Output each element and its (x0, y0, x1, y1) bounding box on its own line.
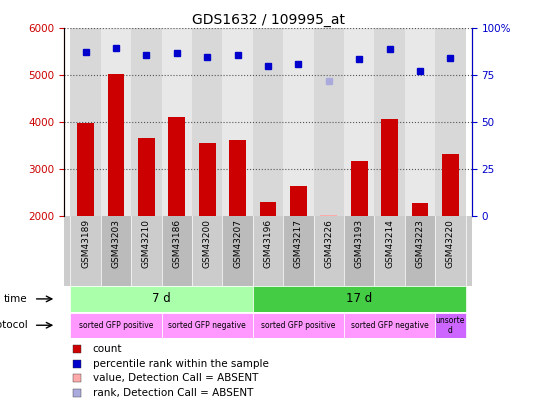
Text: GSM43226: GSM43226 (324, 219, 333, 268)
Bar (344, 215, 375, 286)
Text: GSM43203: GSM43203 (111, 219, 121, 268)
Bar (161, 313, 253, 338)
Bar (314, 28, 344, 215)
Bar (101, 215, 131, 286)
Bar (351, 161, 368, 215)
Title: GDS1632 / 109995_at: GDS1632 / 109995_at (191, 13, 345, 27)
Bar (435, 28, 466, 215)
Text: GSM43217: GSM43217 (294, 219, 303, 268)
Bar (314, 215, 344, 286)
Bar (435, 215, 466, 286)
Bar (70, 215, 101, 286)
Text: GSM43200: GSM43200 (203, 219, 212, 268)
Text: value, Detection Call = ABSENT: value, Detection Call = ABSENT (93, 373, 258, 383)
Bar (70, 286, 253, 311)
Bar (253, 313, 344, 338)
Bar (290, 185, 307, 215)
Bar (161, 215, 192, 286)
Bar (222, 28, 253, 215)
Bar (375, 28, 405, 215)
Bar (344, 313, 435, 338)
Bar (222, 215, 253, 286)
Bar (253, 215, 283, 286)
Bar (253, 28, 283, 215)
Bar (375, 215, 405, 286)
Text: sorted GFP positive: sorted GFP positive (261, 321, 336, 330)
Text: time: time (4, 294, 28, 304)
Text: GSM43223: GSM43223 (415, 219, 425, 268)
Text: GSM43196: GSM43196 (264, 219, 272, 268)
Bar (405, 215, 435, 286)
Bar (131, 28, 161, 215)
Bar (405, 28, 435, 215)
Bar (108, 74, 124, 215)
Text: GSM43220: GSM43220 (446, 219, 455, 268)
Bar (131, 215, 161, 286)
Bar (161, 28, 192, 215)
Bar (259, 202, 277, 215)
Bar (435, 313, 466, 338)
Bar (412, 203, 428, 215)
Bar (199, 143, 215, 215)
Bar (70, 28, 101, 215)
Bar (70, 313, 161, 338)
Bar (168, 117, 185, 215)
Text: GSM43186: GSM43186 (172, 219, 181, 268)
Text: unsorte
d: unsorte d (436, 315, 465, 335)
Bar (101, 28, 131, 215)
Text: 7 d: 7 d (152, 292, 171, 305)
Text: GSM43214: GSM43214 (385, 219, 394, 268)
Bar (253, 286, 466, 311)
Bar (283, 28, 314, 215)
Text: protocol: protocol (0, 320, 28, 330)
Bar (344, 28, 375, 215)
Bar (138, 139, 155, 215)
Text: GSM43193: GSM43193 (355, 219, 364, 268)
Text: sorted GFP negative: sorted GFP negative (168, 321, 246, 330)
Text: sorted GFP negative: sorted GFP negative (351, 321, 428, 330)
Text: GSM43189: GSM43189 (81, 219, 90, 268)
Bar (77, 123, 94, 215)
Bar (283, 215, 314, 286)
Bar (192, 28, 222, 215)
Bar (192, 215, 222, 286)
Text: count: count (93, 344, 122, 354)
Text: GSM43210: GSM43210 (142, 219, 151, 268)
Text: GSM43207: GSM43207 (233, 219, 242, 268)
Bar (381, 119, 398, 215)
Text: sorted GFP positive: sorted GFP positive (79, 321, 153, 330)
Text: rank, Detection Call = ABSENT: rank, Detection Call = ABSENT (93, 388, 253, 398)
Bar (229, 140, 246, 215)
Bar (442, 154, 459, 215)
Text: percentile rank within the sample: percentile rank within the sample (93, 358, 269, 369)
Text: 17 d: 17 d (346, 292, 373, 305)
